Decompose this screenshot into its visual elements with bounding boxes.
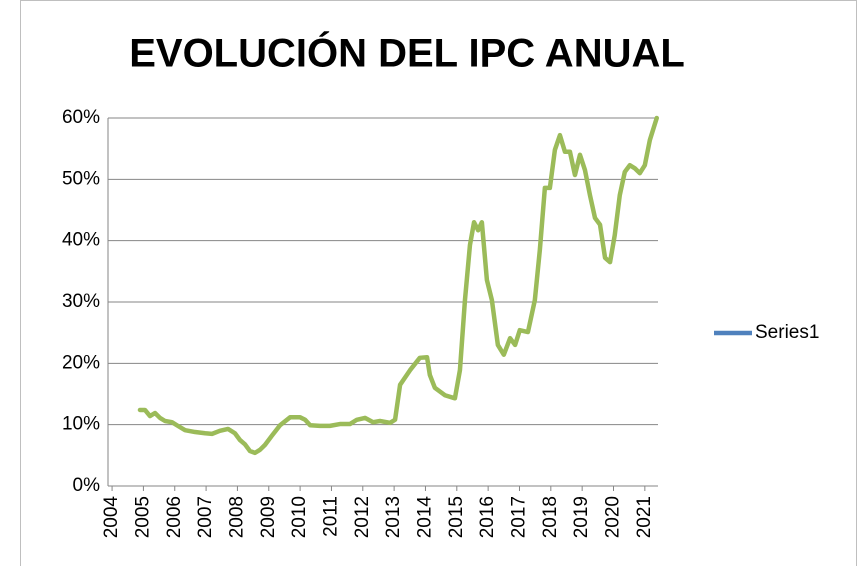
- x-tick-label: 2014: [414, 496, 435, 539]
- x-tick-label: 2015: [446, 496, 467, 538]
- x-tick-label: 2021: [634, 496, 655, 538]
- y-tick-label: 60%: [62, 107, 100, 128]
- x-tick-label: 2016: [477, 496, 498, 538]
- x-tick-label: 2011: [320, 496, 341, 537]
- x-tick-label: 2006: [164, 496, 185, 538]
- x-tick-label: 2017: [508, 496, 529, 538]
- y-tick-label: 0%: [73, 475, 101, 496]
- legend-label: Series1: [755, 322, 819, 343]
- x-tick-label: 2008: [226, 496, 247, 538]
- x-tick-label: 2010: [289, 496, 310, 538]
- x-tick-label: 2018: [540, 496, 561, 538]
- x-tick-label: 2012: [352, 496, 373, 538]
- x-tick-label: 2013: [383, 496, 404, 538]
- y-tick-label: 50%: [62, 168, 100, 189]
- y-tick-label: 30%: [62, 291, 100, 312]
- x-tick-label: 2019: [571, 496, 592, 538]
- x-tick-label: 2005: [132, 496, 153, 538]
- x-tick-label: 2004: [101, 496, 122, 539]
- x-tick-label: 2009: [258, 496, 279, 538]
- chart-title: EVOLUCIÓN DEL IPC ANUAL: [129, 30, 685, 76]
- series-line: [137, 115, 659, 456]
- chart-border: [20, 0, 857, 571]
- y-tick-label: 20%: [62, 352, 100, 373]
- y-tick-label: 40%: [62, 230, 100, 251]
- y-tick-label: 10%: [62, 414, 100, 435]
- x-tick-label: 2020: [603, 496, 624, 538]
- x-tick-label: 2007: [195, 496, 216, 538]
